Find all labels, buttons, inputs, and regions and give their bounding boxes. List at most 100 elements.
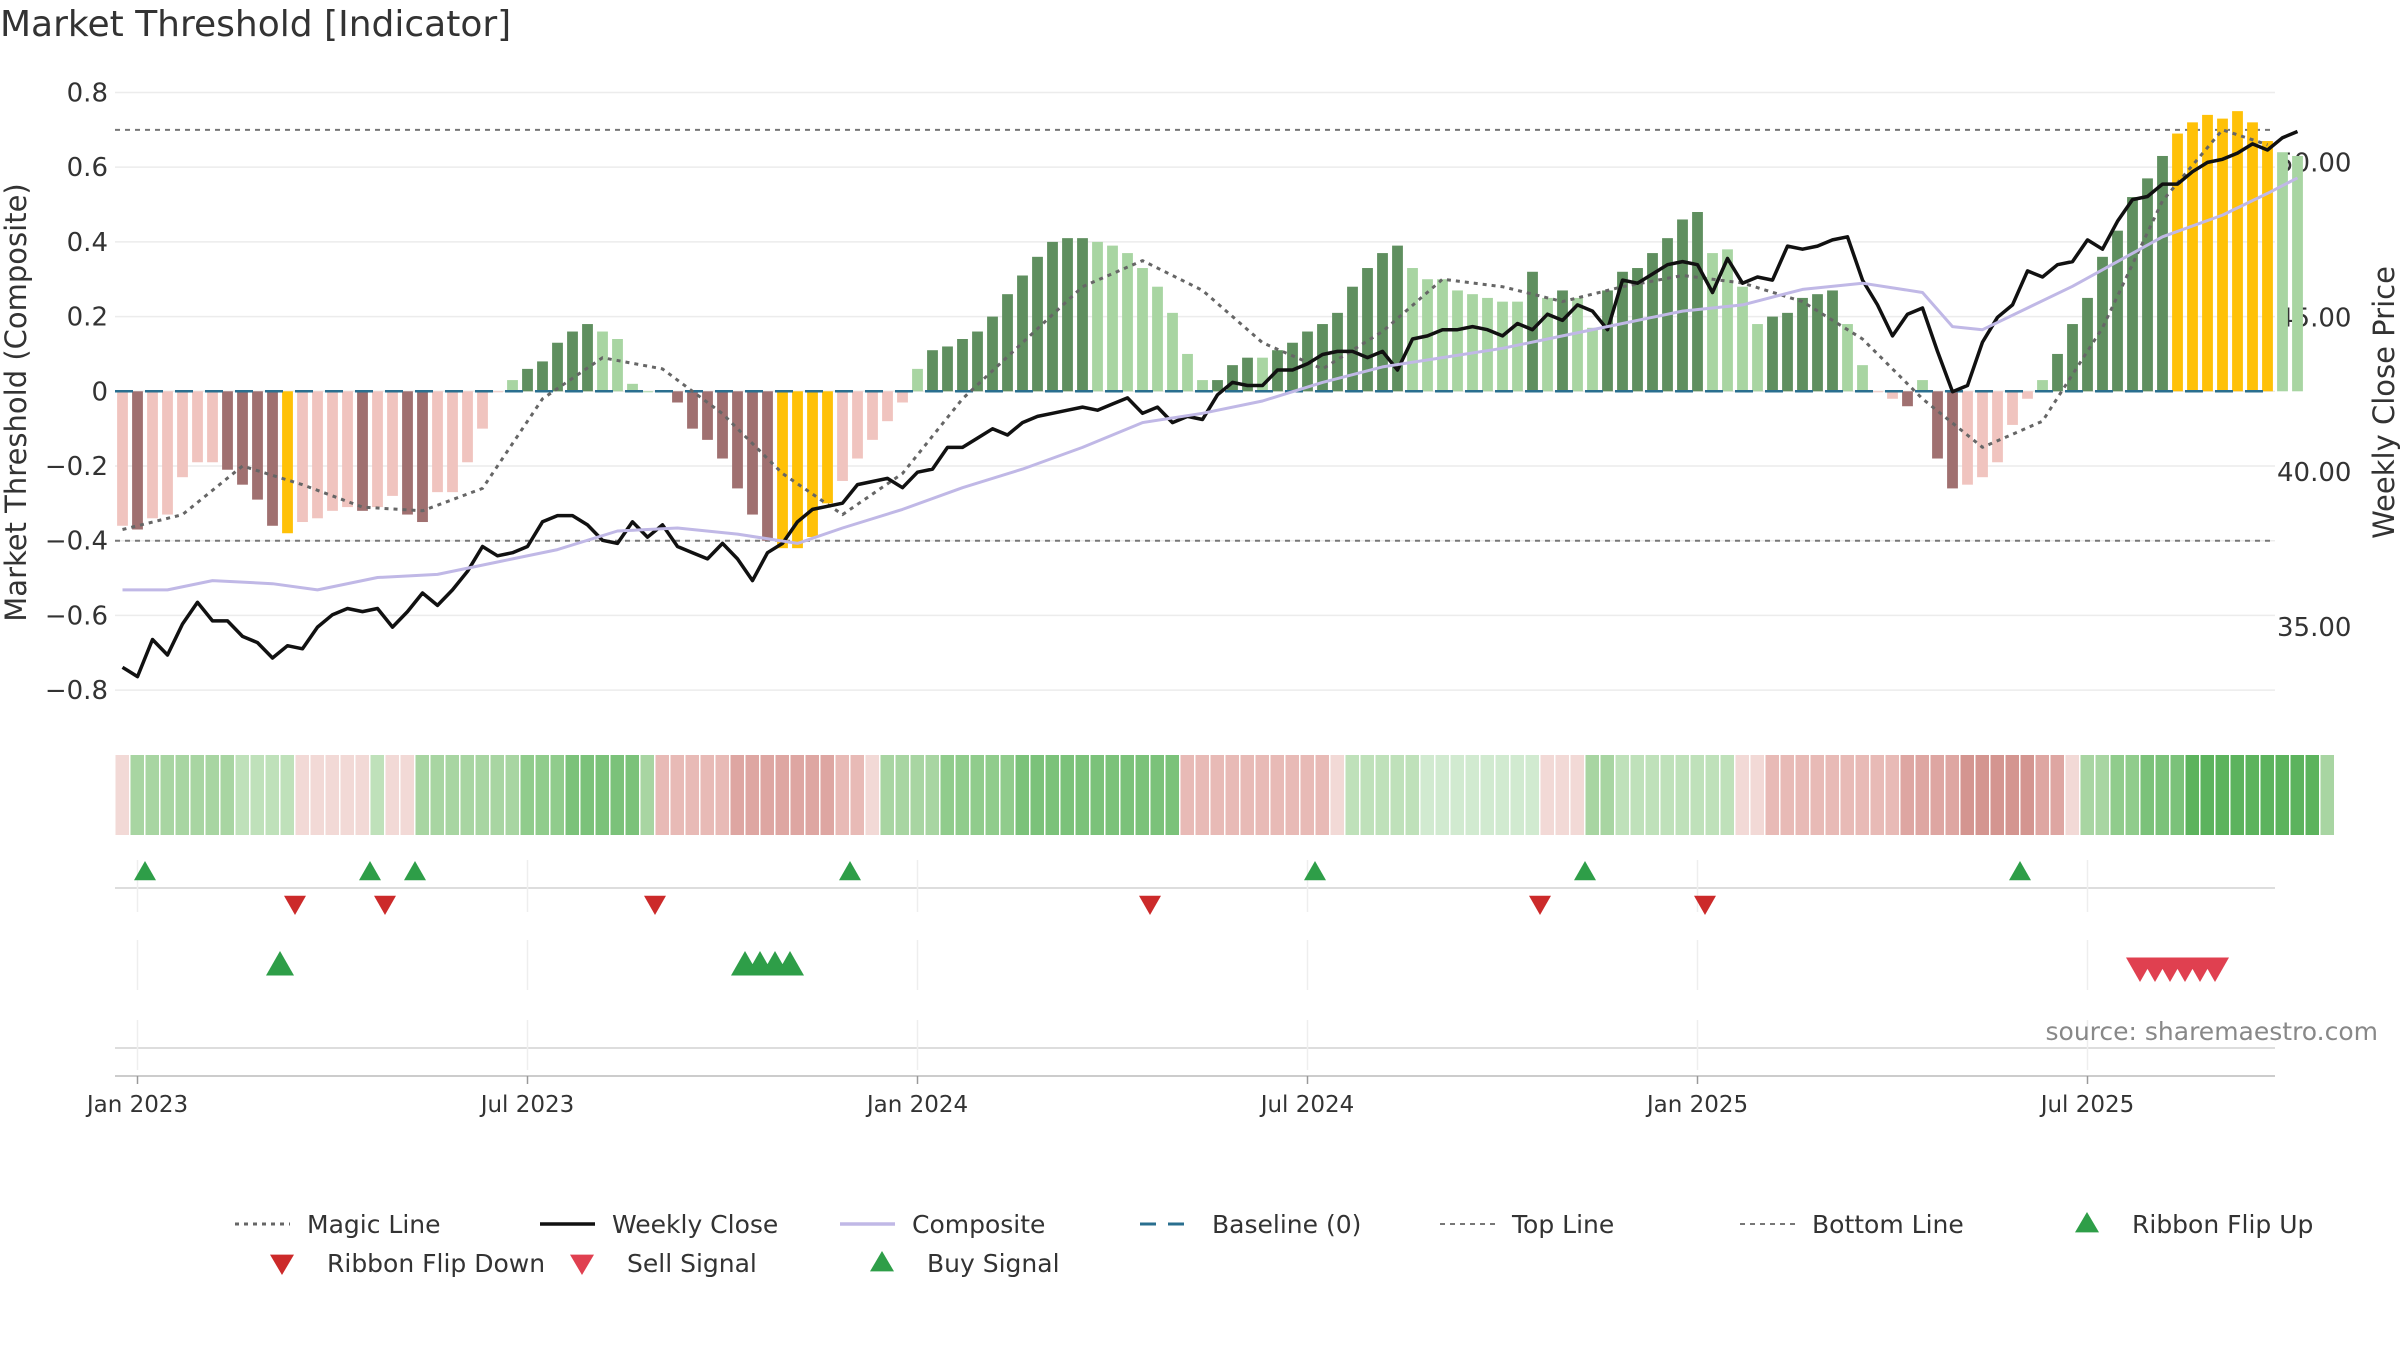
- ribbon-cell-96: [1555, 755, 1569, 835]
- ribbon-cell-54: [925, 755, 939, 835]
- ribbon-cell-18: [385, 755, 399, 835]
- composite-bar-129: [2052, 353, 2063, 392]
- composite-bar-137: [2172, 133, 2183, 392]
- composite-bar-48: [837, 391, 848, 481]
- ribbon-cell-50: [865, 755, 879, 835]
- composite-bar-58: [987, 316, 998, 392]
- ribbon-cell-47: [820, 755, 834, 835]
- ribbon-cell-128: [2035, 755, 2049, 835]
- ribbon-cell-145: [2290, 755, 2304, 835]
- composite-bar-101: [1632, 268, 1643, 392]
- legend-label-8: Sell Signal: [627, 1249, 757, 1278]
- composite-bar-73: [1212, 380, 1223, 392]
- composite-bar-17: [372, 391, 383, 508]
- ribbon-cell-143: [2260, 755, 2274, 835]
- ribbon-cell-108: [1735, 755, 1749, 835]
- ribbon-cell-25: [490, 755, 504, 835]
- composite-bar-42: [747, 391, 758, 515]
- left-tick-label-3: 0.2: [67, 303, 108, 333]
- composite-bar-130: [2067, 324, 2078, 392]
- ribbon-cell-123: [1960, 755, 1974, 835]
- composite-bar-61: [1032, 256, 1043, 392]
- composite-bar-6: [207, 391, 218, 463]
- composite-bar-76: [1257, 357, 1268, 392]
- composite-bar-30: [567, 331, 578, 392]
- series-line-composite: [122, 176, 2299, 592]
- ribbon-flip-down-marker-2: [644, 895, 666, 915]
- left-tick-label-8: −0.8: [45, 676, 108, 706]
- ribbon-cell-116: [1855, 755, 1869, 835]
- ribbon-cell-144: [2275, 755, 2289, 835]
- ribbon-cell-130: [2065, 755, 2079, 835]
- legend-item-composite: Composite: [840, 1210, 1045, 1239]
- ribbon-cell-68: [1135, 755, 1149, 835]
- composite-bar-114: [1827, 290, 1838, 392]
- right-tick-label-1: 45.00: [2277, 303, 2351, 333]
- ribbon-cell-41: [730, 755, 744, 835]
- composite-bar-71: [1182, 353, 1193, 392]
- ribbon-cell-100: [1615, 755, 1629, 835]
- left-tick-label-7: −0.6: [45, 601, 108, 631]
- ribbon-cell-72: [1195, 755, 1209, 835]
- composite-bar-21: [432, 391, 443, 493]
- composite-bar-43: [762, 391, 773, 541]
- composite-bar-15: [342, 391, 353, 508]
- composite-bar-68: [1137, 268, 1148, 392]
- ribbon-cell-99: [1600, 755, 1614, 835]
- legend-item-weekly-close: Weekly Close: [540, 1210, 778, 1239]
- ribbon-flip-down-marker-0: [284, 895, 306, 915]
- composite-bar-145: [2292, 155, 2303, 392]
- ribbon-cell-86: [1405, 755, 1419, 835]
- ribbon-cell-67: [1120, 755, 1134, 835]
- ribbon-cell-83: [1360, 755, 1374, 835]
- composite-bar-18: [387, 391, 398, 496]
- ribbon-cell-59: [1000, 755, 1014, 835]
- ribbon-cell-62: [1045, 755, 1059, 835]
- ribbon-cell-58: [985, 755, 999, 835]
- ribbon-cell-11: [280, 755, 294, 835]
- composite-bar-64: [1077, 238, 1088, 392]
- ribbon-cell-7: [220, 755, 234, 835]
- ribbon-cell-27: [520, 755, 534, 835]
- ribbon-cell-146: [2305, 755, 2319, 835]
- composite-bar-27: [522, 368, 533, 392]
- composite-bar-102: [1647, 253, 1658, 392]
- ribbon-cell-1: [130, 755, 144, 835]
- composite-bar-8: [237, 391, 248, 485]
- buy-signal-marker-4: [776, 951, 804, 976]
- left-tick-label-2: 0.4: [67, 228, 108, 258]
- composite-bar-127: [2022, 391, 2033, 399]
- composite-bar-26: [507, 380, 518, 392]
- composite-bar-124: [1977, 391, 1988, 478]
- ribbon-cell-63: [1060, 755, 1074, 835]
- ribbon-cell-10: [265, 755, 279, 835]
- composite-bar-94: [1527, 271, 1538, 392]
- ribbon-cell-2: [145, 755, 159, 835]
- ribbon-cell-51: [880, 755, 894, 835]
- composite-bar-44: [777, 391, 788, 549]
- ribbon-cell-75: [1240, 755, 1254, 835]
- ribbon-cell-117: [1870, 755, 1884, 835]
- ribbon-cell-87: [1420, 755, 1434, 835]
- composite-bar-142: [2247, 122, 2258, 392]
- ribbon-cell-97: [1570, 755, 1584, 835]
- legend-item-top-line: Top Line: [1440, 1210, 1614, 1239]
- ribbon-cell-103: [1660, 755, 1674, 835]
- left-tick-label-1: 0.6: [67, 153, 108, 183]
- ribbon-cell-115: [1840, 755, 1854, 835]
- ribbon-cell-46: [805, 755, 819, 835]
- ribbon-flip-up-marker-6: [2009, 861, 2031, 881]
- composite-bar-105: [1692, 212, 1703, 392]
- ribbon-cell-34: [625, 755, 639, 835]
- composite-bar-109: [1752, 324, 1763, 392]
- ribbon-cell-64: [1075, 755, 1089, 835]
- ribbon-cell-6: [205, 755, 219, 835]
- ribbon-cell-52: [895, 755, 909, 835]
- ribbon-cell-102: [1645, 755, 1659, 835]
- ribbon-cell-30: [565, 755, 579, 835]
- ribbon-cell-70: [1165, 755, 1179, 835]
- legend-item-magic-line: Magic Line: [235, 1210, 441, 1239]
- ribbon-cell-45: [790, 755, 804, 835]
- ribbon-flip-up-marker-4: [1304, 861, 1326, 881]
- ribbon-cell-137: [2170, 755, 2184, 835]
